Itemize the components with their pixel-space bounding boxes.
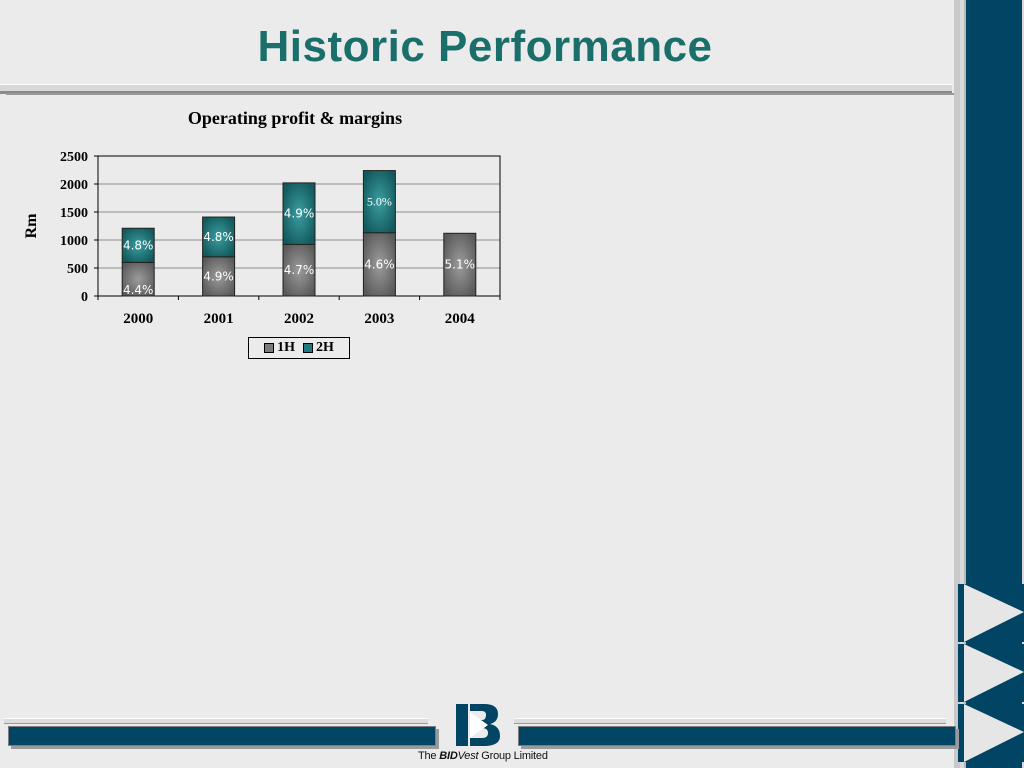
y-tick-label: 2000 (60, 178, 88, 193)
y-tick-label: 0 (81, 290, 88, 305)
bidvest-logo-icon (454, 702, 502, 748)
legend-swatch-2h (303, 343, 313, 353)
title-divider (0, 84, 956, 95)
chart-title: Operating profit & margins (187, 108, 403, 128)
y-tick-label: 500 (67, 262, 88, 277)
triangle-decor-icon (958, 704, 1024, 762)
data-label-1h: 4.4% (123, 283, 154, 297)
bar-1h (362, 232, 396, 297)
bar-2h (202, 216, 236, 258)
data-label-1h: 4.6% (364, 257, 395, 271)
bar-1h (443, 232, 477, 297)
footer-rule-left (4, 718, 428, 724)
data-label-1h: 5.1% (445, 258, 476, 272)
triangle-decor-icon (958, 644, 1024, 702)
bar-2h (362, 170, 396, 234)
bar-1h (202, 256, 236, 297)
data-label-2h: 4.9% (284, 207, 315, 221)
company-name: The BIDVest Group Limited (418, 750, 548, 762)
legend-item-2h: 2H (303, 340, 334, 356)
y-axis-label: Rm (23, 213, 40, 239)
y-tick-label: 2500 (60, 150, 88, 165)
y-tick-label: 1000 (60, 234, 88, 249)
chart-legend: 1H 2H (248, 337, 350, 359)
data-label-2h: 4.8% (123, 238, 154, 252)
bar-1h (282, 243, 316, 297)
y-tick-label: 1500 (60, 206, 88, 221)
legend-label-2h: 2H (316, 340, 334, 355)
legend-item-1h: 1H (264, 340, 295, 356)
x-tick-label: 2003 (364, 311, 394, 327)
legend-label-1h: 1H (277, 340, 295, 355)
x-tick-label: 2001 (204, 311, 234, 327)
footer-bar-left (8, 726, 436, 746)
x-tick-label: 2000 (123, 311, 153, 327)
operating-profit-chart: 0 500 1000 1500 2000 2500 Rm 4.4% 4.8% 2000 4.9% 4.… (23, 150, 501, 327)
triangle-decor-icon (958, 584, 1024, 642)
data-label-2h: 4.8% (203, 230, 234, 244)
legend-swatch-1h (264, 343, 275, 353)
data-label-2h: 5.0% (367, 195, 392, 209)
footer-rule-right (514, 718, 946, 724)
x-tick-label: 2004 (445, 311, 476, 327)
data-label-1h: 4.7% (284, 263, 315, 277)
x-tick-label: 2002 (284, 311, 314, 327)
bar-2h (121, 227, 155, 263)
data-label-1h: 4.9% (203, 269, 234, 283)
bar-2h (282, 182, 316, 245)
footer-bar-right (518, 726, 956, 746)
slide-title: Historic Performance (257, 22, 713, 71)
